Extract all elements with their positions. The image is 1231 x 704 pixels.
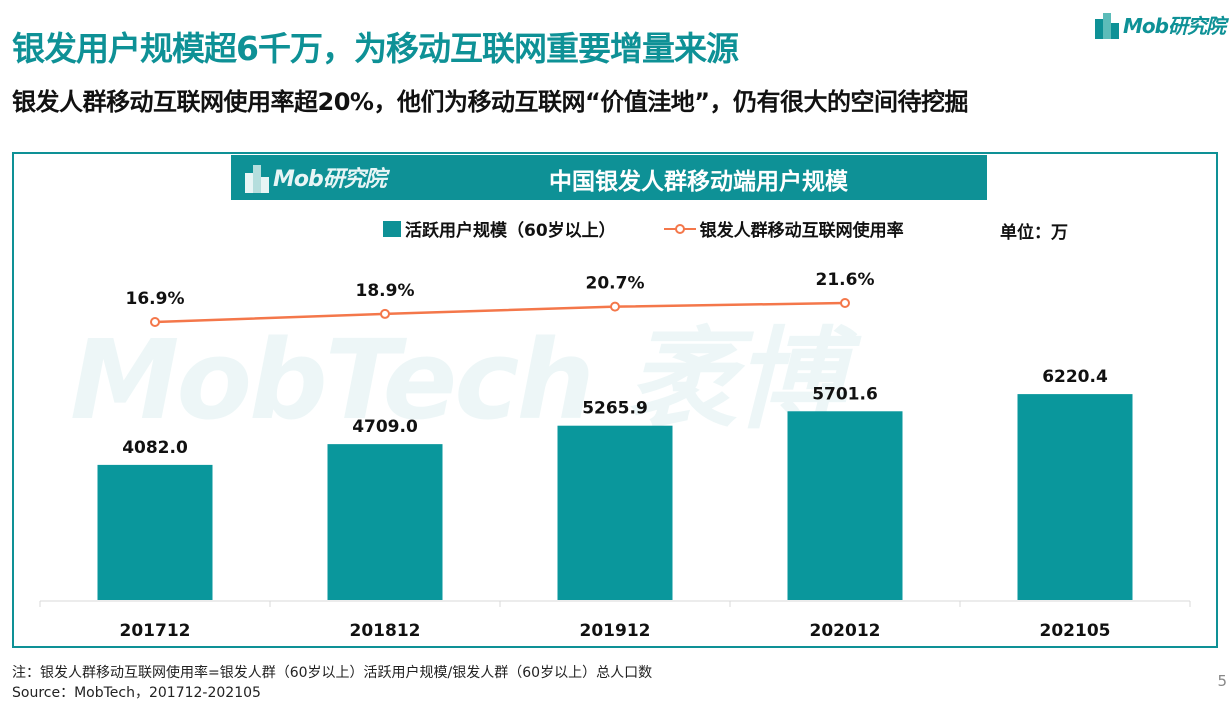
page-subtitle: 银发人群移动互联网使用率超20%，他们为移动互联网“价值洼地”，仍有很大的空间待… <box>12 88 969 116</box>
watermark: MobTech 袤博 <box>70 316 844 444</box>
logo-text: Mob研究院 <box>1123 14 1226 38</box>
page-title: 银发用户规模超6千万，为移动互联网重要增量来源 <box>12 29 739 68</box>
chart-header: Mob研究院 中国银发人群移动端用户规模 <box>231 155 987 200</box>
building-logo-icon <box>245 165 269 193</box>
header-logo-text: Mob研究院 <box>273 167 387 192</box>
header-logo: Mob研究院 <box>243 161 387 193</box>
mob-logo: Mob研究院 <box>1093 10 1226 39</box>
unit-label: 单位：万 <box>1000 223 1068 243</box>
legend: 活跃用户规模（60岁以上） 银发人群移动互联网使用率 <box>383 216 904 241</box>
footnote: 注：银发人群移动互联网使用率=银发人群（60岁以上）活跃用户规模/银发人群（60… <box>12 665 653 681</box>
page-number: 5 <box>1217 672 1227 690</box>
chart-title: 中国银发人群移动端用户规模 <box>549 169 848 195</box>
legend-line-swatch <box>663 223 696 234</box>
legend-bar-label: 活跃用户规模（60岁以上） <box>405 221 616 241</box>
legend-line-label: 银发人群移动互联网使用率 <box>699 221 904 241</box>
source: Source：MobTech，201712-202105 <box>12 685 261 701</box>
building-logo-icon <box>1095 13 1120 39</box>
legend-bar-swatch <box>383 220 401 237</box>
chart-frame <box>12 152 1218 648</box>
